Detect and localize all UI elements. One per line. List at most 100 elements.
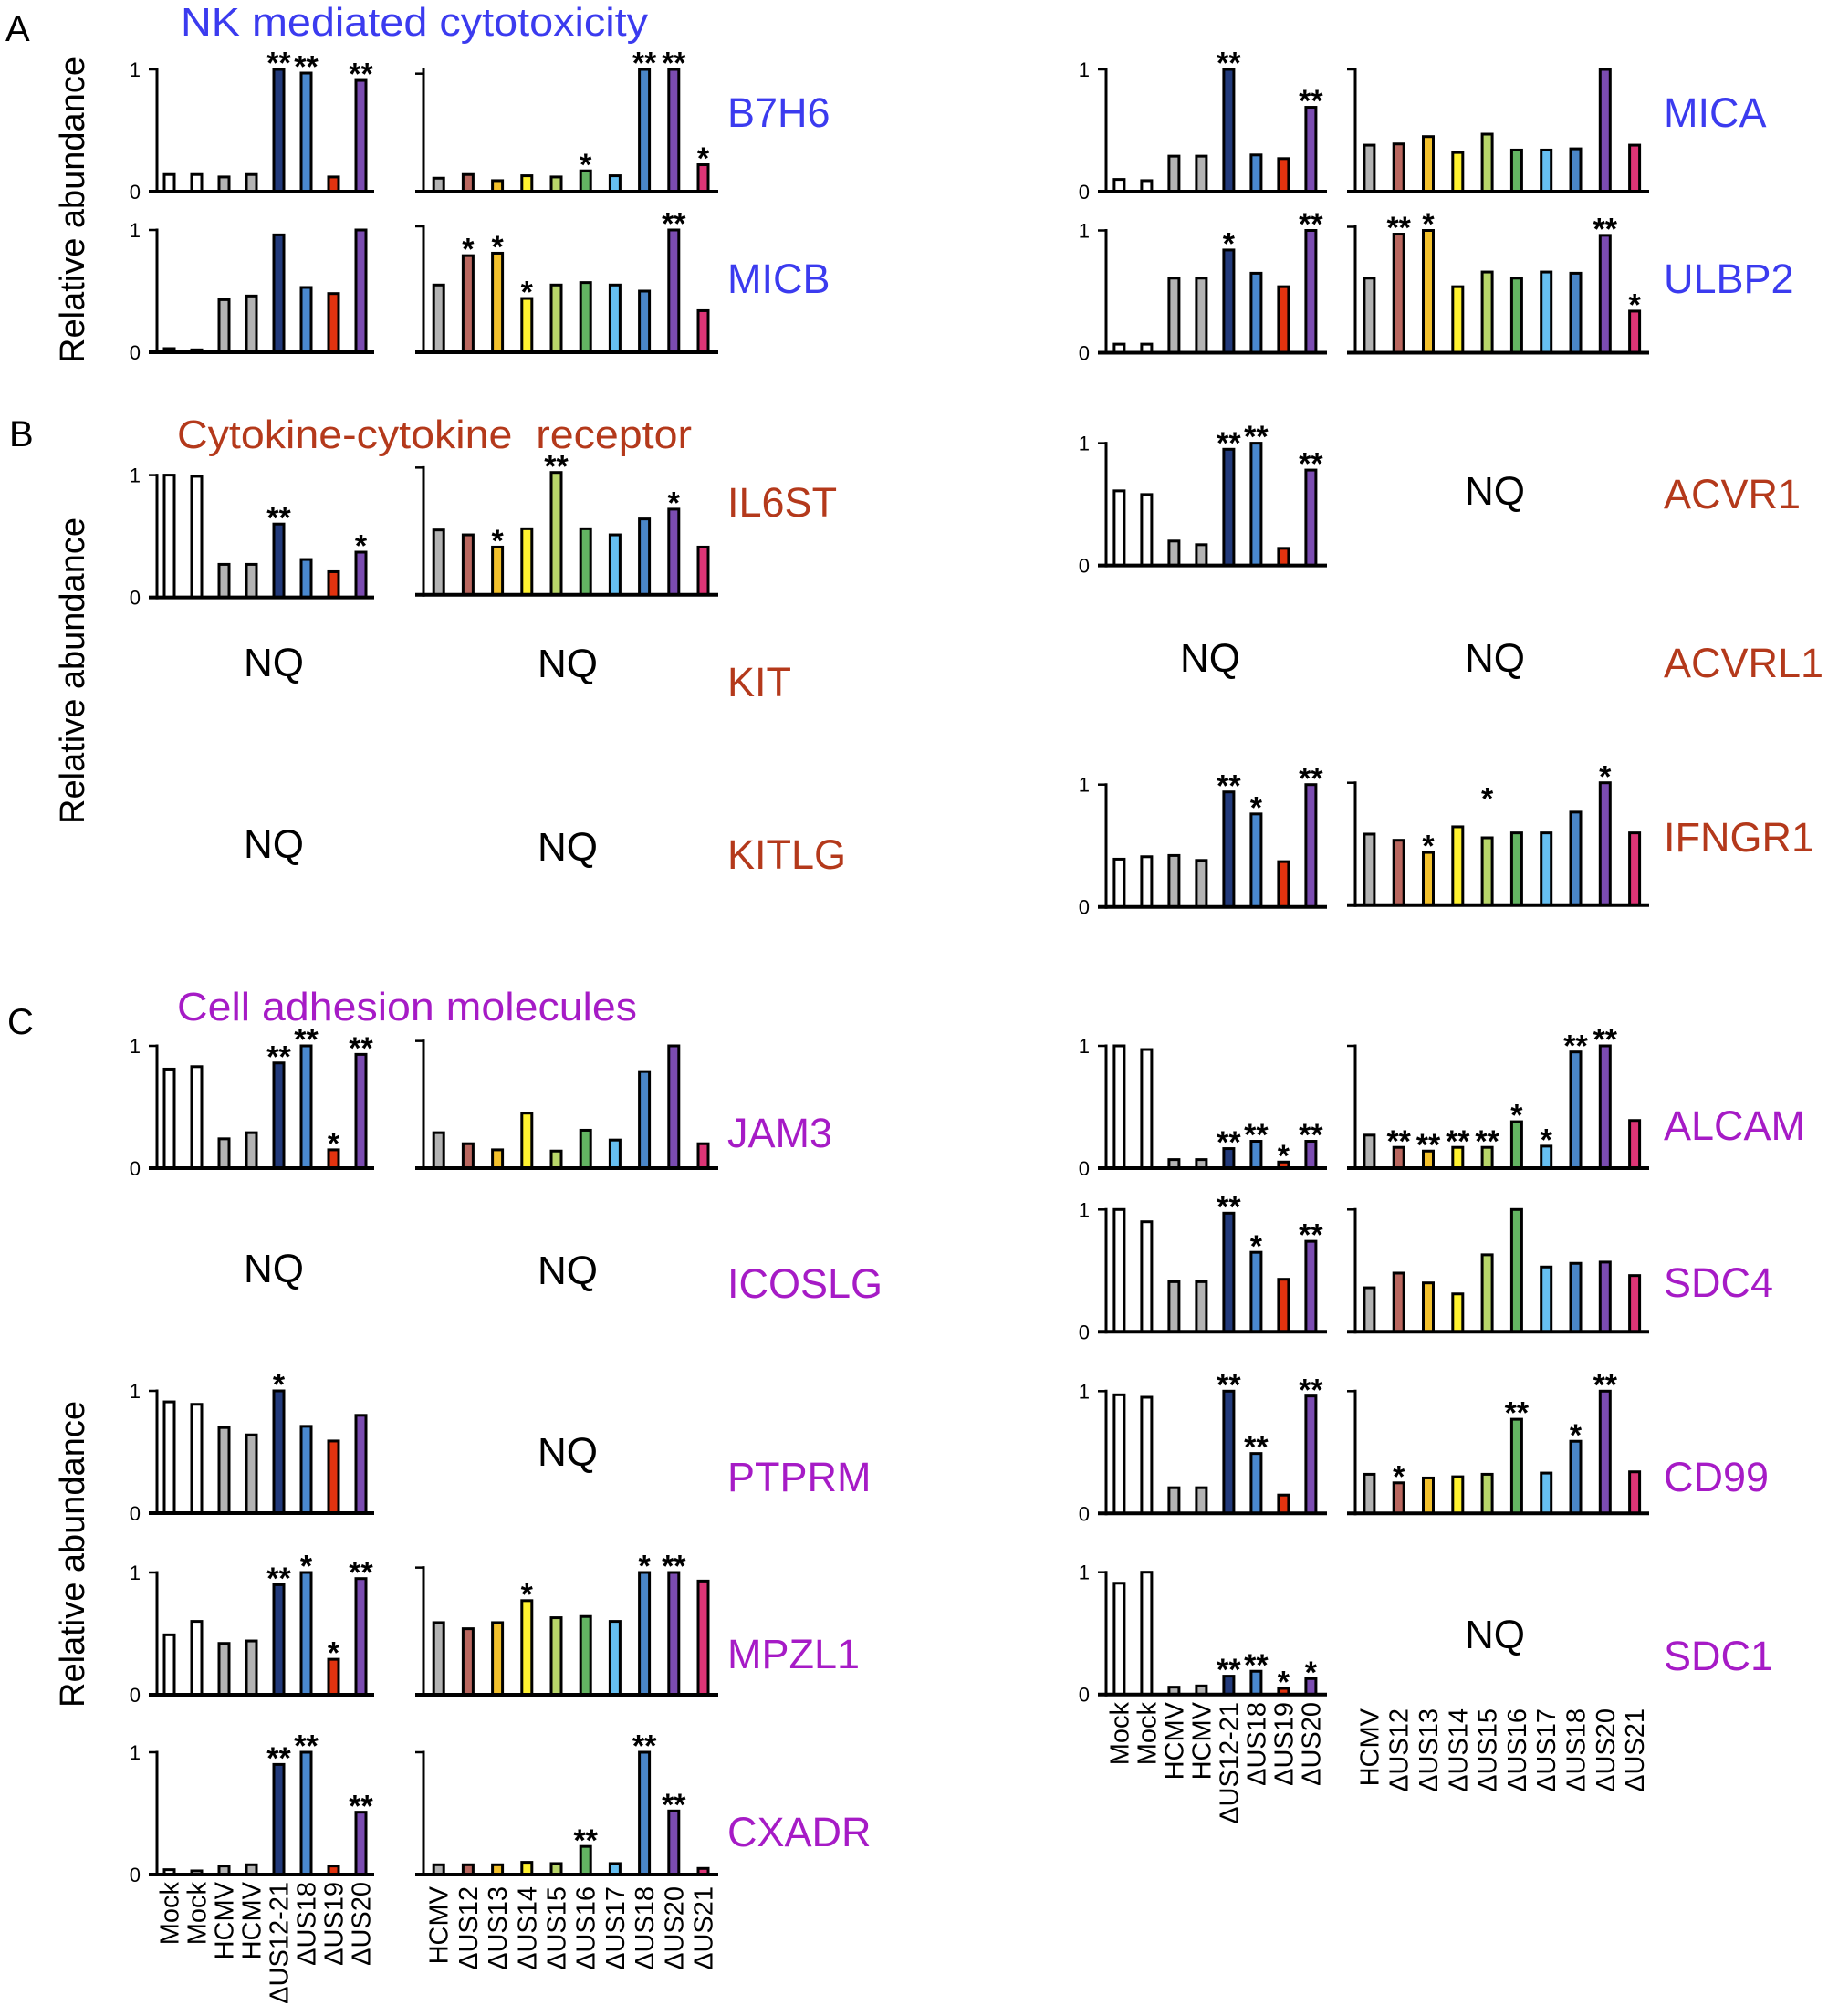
significance-marker: * <box>1599 759 1612 794</box>
bar-hcmv <box>245 1433 258 1515</box>
y-tick-label-0: 0 <box>130 1684 141 1707</box>
bar-delta-us15 <box>549 1149 563 1170</box>
bar-delta-us19 <box>327 292 340 354</box>
bar-delta-us18 <box>638 1070 652 1170</box>
gene-label: CD99 <box>1664 1454 1769 1500</box>
bar-delta-us18 <box>1569 147 1583 193</box>
infection-chart: NQ <box>244 641 304 685</box>
bar-delta-us14 <box>520 174 534 193</box>
bar-hcmv <box>1363 277 1376 355</box>
significance-marker: ** <box>1217 426 1241 461</box>
bar-delta-us16 <box>579 281 592 354</box>
bar-hcmv <box>1167 1486 1181 1515</box>
bar-hcmv <box>245 294 258 354</box>
x-tick-label: Mock <box>156 1882 185 1946</box>
deletion-chart: ******HCMV ΔUS12 ΔUS13 ΔUS14 ΔUS15 ΔUS16 ΔUS17… <box>415 1729 719 1970</box>
bar-mock <box>1112 178 1126 193</box>
bar-hcmv <box>1195 154 1208 193</box>
x-tick-label: ΔUS19 <box>1269 1702 1299 1786</box>
bar-mock <box>1112 1044 1126 1170</box>
bar-hcmv <box>217 1642 231 1697</box>
significance-marker: * <box>1250 790 1263 825</box>
significance-marker: ** <box>294 50 319 85</box>
bar-delta-us20 <box>1598 1044 1612 1170</box>
significance-marker: ** <box>1217 768 1241 803</box>
significance-marker: * <box>491 230 504 265</box>
significance-marker: ** <box>266 47 291 81</box>
bar-delta-us14 <box>1451 1292 1465 1333</box>
bar-hcmv <box>1363 1286 1376 1333</box>
bar-mock <box>162 1067 176 1170</box>
bar-delta-us20 <box>667 228 681 354</box>
bar-delta-us12 <box>461 533 475 597</box>
bar-delta-us19 <box>327 1439 340 1515</box>
significance-marker: * <box>273 1368 286 1403</box>
bar-delta-us17 <box>1540 1265 1553 1333</box>
significance-marker: ** <box>349 1555 373 1590</box>
significance-marker: ** <box>1593 212 1618 246</box>
significance-marker: * <box>638 1550 651 1584</box>
y-tick-label-1: 1 <box>1079 1562 1090 1584</box>
bar-delta-us14 <box>1451 285 1465 355</box>
infection-chart: ***10 <box>130 465 374 610</box>
bar-hcmv <box>245 1639 258 1697</box>
significance-marker: ** <box>1446 1124 1470 1159</box>
bar-delta-us21 <box>696 1142 710 1170</box>
bar-delta-us21 <box>1628 1119 1642 1170</box>
bar-delta-us18 <box>1569 1050 1583 1170</box>
y-tick-label-0: 0 <box>1079 342 1090 365</box>
y-tick-label-0: 0 <box>1079 1321 1090 1343</box>
bar-mock <box>1112 857 1126 909</box>
infection-chart: ******10MockMockHCMVHCMVΔUS12-21ΔUS18ΔUS… <box>130 1729 377 2004</box>
bar-delta-us16 <box>1509 1417 1523 1515</box>
y-tick-label-0: 0 <box>1079 1157 1090 1180</box>
bar-delta-us15 <box>1480 836 1494 907</box>
gene-panel-mica: MICA ** ** 1 0 <box>1079 47 1767 204</box>
infection-chart: NQ <box>244 1247 304 1291</box>
bar-delta-us15 <box>1480 1472 1494 1515</box>
gene-label: ACVR1 <box>1664 471 1801 517</box>
bar-delta-us20 <box>667 68 681 193</box>
bar-delta-us17 <box>1540 148 1553 193</box>
x-tick-label: ΔUS12 <box>1385 1708 1415 1792</box>
significance-marker: ** <box>1386 211 1411 245</box>
gene-label: IFNGR1 <box>1664 814 1814 861</box>
bar-mock <box>1112 489 1126 568</box>
significance-marker: * <box>1393 1459 1405 1494</box>
significance-marker: ** <box>1244 420 1269 454</box>
significance-marker: ** <box>1217 47 1241 81</box>
not-quantified-label: NQ <box>538 1248 598 1293</box>
bar-delta-us18 <box>1569 810 1583 907</box>
gene-panel-ptprm: PTPRM * 1 0 NQ <box>130 1368 872 1525</box>
not-quantified-label: NQ <box>1180 636 1240 681</box>
not-quantified-label: NQ <box>1465 469 1525 514</box>
bar-delta-us15 <box>1480 270 1494 354</box>
x-tick-label: ΔUS16 <box>1503 1708 1532 1792</box>
bar-mock <box>190 1620 204 1697</box>
bar-delta-us12 <box>461 1627 475 1697</box>
bar-delta-us12-21 <box>272 1389 286 1515</box>
significance-marker: * <box>1570 1418 1583 1453</box>
bar-delta-us14 <box>520 1599 534 1697</box>
bar-delta-us20 <box>1598 781 1612 907</box>
not-quantified-label: NQ <box>244 822 304 867</box>
significance-marker: ** <box>1299 1373 1323 1407</box>
bar-delta-us18 <box>1249 812 1263 909</box>
bar-delta-us12-21 <box>1222 248 1236 354</box>
x-tick-label: ΔUS20 <box>348 1882 377 1966</box>
bar-delta-us21 <box>1628 143 1642 193</box>
x-tick-label: ΔUS14 <box>513 1886 542 1970</box>
bar-delta-us16 <box>579 527 592 597</box>
bar-delta-us20 <box>354 78 368 193</box>
bar-delta-us18 <box>299 71 313 193</box>
bar-delta-us17 <box>1540 270 1553 354</box>
bar-delta-us18 <box>638 1750 652 1876</box>
bar-delta-us20 <box>354 1577 368 1697</box>
significance-marker: ** <box>266 1562 291 1596</box>
bar-delta-us15 <box>549 471 563 597</box>
bar-delta-us18 <box>1569 271 1583 354</box>
infection-chart: NQ <box>244 822 304 867</box>
bar-delta-us12-21 <box>1222 447 1236 568</box>
significance-marker: * <box>1422 830 1435 864</box>
